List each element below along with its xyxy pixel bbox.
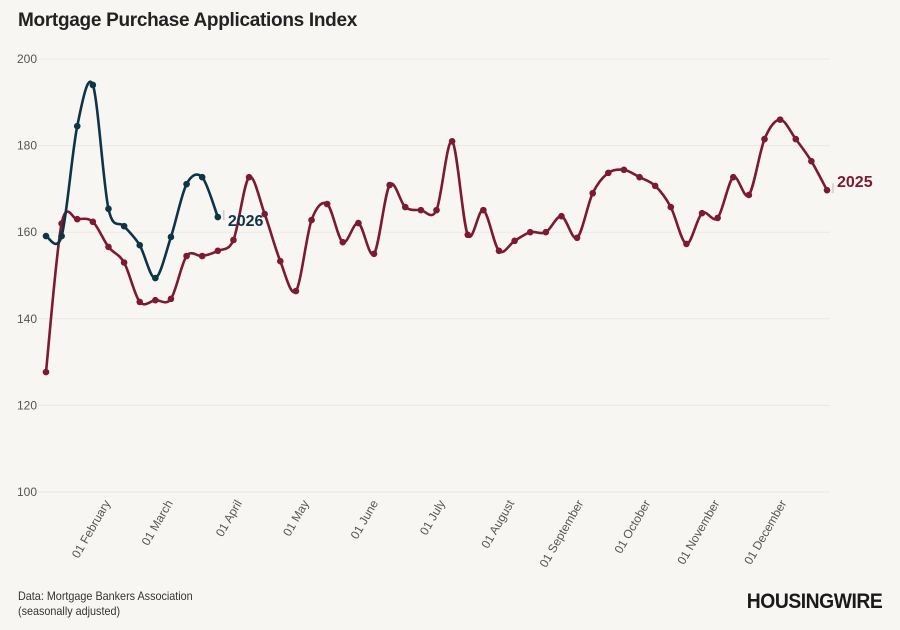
- data-point-2025: [745, 191, 753, 199]
- data-point-2025: [823, 186, 831, 194]
- x-tick-label: 01 September: [537, 498, 587, 570]
- series-line-2026: [45, 80, 220, 280]
- data-point-2026: [214, 213, 222, 221]
- data-point-2026: [136, 241, 144, 249]
- data-point-2025: [792, 135, 800, 143]
- data-point-2025: [558, 212, 565, 220]
- data-point-2025: [714, 214, 721, 222]
- housingwire-logo: HOUSINGWIRE: [746, 590, 882, 613]
- data-point-2025: [776, 116, 784, 123]
- data-point-2025: [620, 166, 628, 174]
- data-point-2025: [401, 203, 409, 211]
- source-note: Data: Mortgage Bankers Association (seas…: [18, 589, 193, 619]
- x-tick-label: 01 March: [139, 498, 176, 548]
- data-point-2025: [214, 247, 222, 255]
- data-point-2025: [729, 173, 737, 181]
- data-point-2026: [105, 205, 112, 213]
- data-point-2026: [73, 122, 81, 130]
- data-point-2025: [198, 252, 206, 260]
- y-tick-label: 120: [17, 398, 37, 412]
- x-tick-label: 01 November: [674, 498, 722, 567]
- data-point-2025: [167, 295, 175, 303]
- data-point-2025: [761, 135, 768, 143]
- data-point-2025: [245, 173, 253, 181]
- data-point-2025: [136, 298, 144, 306]
- data-point-2025: [573, 234, 581, 242]
- data-point-2025: [526, 228, 534, 236]
- data-point-2026: [183, 180, 190, 188]
- data-point-2025: [355, 219, 362, 227]
- series-label-2026: 2026: [228, 213, 264, 230]
- series-label-2025: 2025: [837, 174, 873, 191]
- x-tick-label: 01 July: [417, 498, 448, 538]
- data-point-2025: [605, 169, 612, 177]
- data-point-2025: [651, 182, 659, 190]
- data-point-2025: [386, 181, 393, 189]
- source-line-2: (seasonally adjusted): [18, 604, 121, 618]
- data-point-2025: [370, 250, 378, 258]
- data-point-2025: [417, 206, 425, 214]
- x-tick-label: 01 February: [69, 498, 113, 561]
- x-tick-label: 01 May: [280, 498, 312, 539]
- data-point-2025: [89, 218, 97, 226]
- data-point-2025: [667, 203, 675, 211]
- data-point-2025: [292, 287, 300, 295]
- data-point-2025: [308, 216, 315, 224]
- y-tick-label: 200: [17, 52, 37, 66]
- data-point-2026: [198, 173, 206, 181]
- x-tick-label: 01 June: [348, 497, 382, 541]
- x-tick-label: 01 December: [741, 498, 789, 567]
- series-line-2025: [44, 118, 829, 373]
- data-point-2025: [495, 247, 503, 255]
- data-point-2025: [261, 210, 268, 218]
- data-point-2025: [698, 209, 706, 217]
- x-tick-label: 01 August: [478, 497, 517, 551]
- data-point-2026: [152, 274, 159, 282]
- data-point-2025: [183, 252, 190, 260]
- y-tick-label: 180: [17, 139, 37, 153]
- data-point-2025: [636, 173, 643, 181]
- data-point-2025: [120, 259, 128, 266]
- data-point-2025: [230, 236, 237, 244]
- data-point-2025: [73, 215, 81, 223]
- data-point-2025: [323, 200, 331, 208]
- data-point-2025: [152, 296, 159, 304]
- data-point-2026: [58, 232, 65, 240]
- y-tick-label: 100: [17, 485, 37, 499]
- y-tick-label: 140: [17, 312, 37, 326]
- data-point-2025: [808, 157, 815, 165]
- data-point-2026: [120, 222, 128, 230]
- data-point-2025: [683, 240, 690, 248]
- data-point-2026: [167, 233, 175, 241]
- data-point-2025: [339, 238, 347, 246]
- data-point-2025: [105, 243, 112, 251]
- source-line-1: Data: Mortgage Bankers Association: [18, 589, 193, 603]
- data-point-2025: [464, 231, 472, 239]
- y-tick-label: 160: [17, 225, 37, 239]
- chart-title: Mortgage Purchase Applications Index: [18, 10, 358, 31]
- data-point-2025: [277, 257, 284, 265]
- x-tick-label: 01 April: [213, 498, 245, 540]
- x-tick-label: 01 October: [612, 498, 654, 556]
- data-point-2025: [542, 228, 550, 236]
- data-point-2026: [89, 81, 97, 89]
- data-point-2025: [480, 206, 487, 214]
- data-point-2025: [448, 137, 456, 145]
- data-point-2025: [589, 189, 596, 197]
- data-point-2025: [433, 206, 440, 214]
- data-point-2026: [42, 232, 50, 240]
- data-point-2025: [42, 368, 50, 376]
- data-point-2025: [511, 237, 518, 245]
